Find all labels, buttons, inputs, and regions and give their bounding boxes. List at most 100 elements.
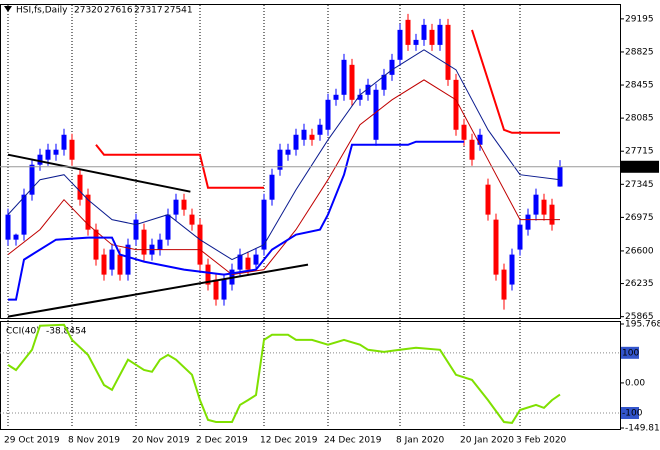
candle-body (293, 134, 299, 150)
candle-body (101, 254, 107, 275)
candle-body (85, 194, 91, 230)
candle-body (213, 279, 219, 300)
candle-body (53, 149, 59, 155)
candle-body (333, 94, 339, 100)
candle-body (373, 89, 379, 140)
candle-body (109, 249, 115, 270)
candle-body (493, 219, 499, 275)
candle-body (189, 214, 195, 225)
candle-body (469, 139, 475, 160)
y-tick-label: 25865 (625, 312, 654, 322)
x-tick-label: 3 Feb 2020 (516, 436, 567, 446)
main-panel (0, 4, 621, 319)
x-tick-label: 20 Nov 2019 (132, 436, 190, 446)
y-tick-label: 28825 (625, 47, 654, 57)
y-tick-label: 195.7682 (625, 320, 660, 330)
candle-body (429, 29, 435, 45)
x-tick-label: 29 Oct 2019 (4, 436, 60, 446)
candle-body (341, 59, 347, 95)
candle-body (21, 194, 27, 235)
x-tick-label: 20 Jan 2020 (460, 436, 514, 446)
candle-body (117, 254, 123, 275)
candle-body (485, 184, 491, 215)
candle-body (541, 199, 547, 215)
candle-body (501, 269, 507, 300)
candle-body (197, 224, 203, 265)
candle-body (285, 149, 291, 155)
x-tick-label: 8 Jan 2020 (396, 436, 444, 446)
level-box (621, 346, 639, 359)
candle-body (301, 129, 307, 140)
candle-body (389, 59, 395, 75)
indicator-line (7, 79, 560, 276)
y-tick-label: 100 (622, 348, 639, 358)
candle-body (93, 229, 99, 260)
candle-body (221, 279, 227, 300)
candle-body (261, 199, 267, 250)
y-tick-label: 26975 (625, 213, 654, 223)
y-tick-label: 26600 (625, 246, 654, 256)
high-value: 27616 (104, 6, 133, 16)
open-value: 27320 (74, 6, 103, 16)
indicator-line (7, 153, 191, 193)
candle-body (461, 124, 467, 140)
candle-body (437, 24, 443, 45)
candle-body (421, 24, 427, 40)
candle-body (413, 39, 419, 45)
candle-body (157, 239, 163, 250)
y-tick-label: 28455 (625, 81, 654, 91)
candle-body (405, 19, 411, 45)
x-tick-label: 12 Dec 2019 (260, 436, 318, 446)
y-tick-label: 27345 (625, 180, 654, 190)
candle-body (29, 164, 35, 195)
candle-body (549, 204, 555, 225)
y-tick-label: -100 (622, 409, 643, 419)
candle-body (533, 194, 539, 215)
price-label: 27541 (625, 162, 654, 172)
candle-body (205, 264, 211, 285)
candle-body (365, 84, 371, 95)
candle-body (245, 257, 251, 270)
candle-body (397, 29, 403, 60)
y-tick-label: 0.00 (625, 378, 645, 388)
x-tick-label: 2 Dec 2019 (196, 436, 248, 446)
indicator-line (7, 263, 309, 318)
candle-body (69, 139, 75, 160)
y-tick-label: 29195 (625, 14, 654, 24)
candle-body (5, 214, 11, 240)
candle-body (357, 94, 363, 100)
candle-body (13, 234, 19, 240)
cci-title: CCI(40) (6, 327, 40, 337)
candle-body (517, 224, 523, 250)
chart-title: HSI,fs,Daily (16, 6, 68, 16)
price-box (621, 160, 659, 173)
candle-body (445, 24, 451, 80)
candle-body (165, 214, 171, 240)
candle-body (325, 99, 331, 130)
candle-body (317, 124, 323, 135)
candle-body (381, 74, 387, 90)
candle-body (349, 64, 355, 100)
low-value: 27317 (134, 6, 163, 16)
candle-body (509, 254, 515, 285)
cci-value: -38.8454 (46, 327, 87, 337)
candle-body (181, 199, 187, 210)
candle-body (477, 134, 483, 145)
y-tick-label: 26235 (625, 279, 654, 289)
candle-body (125, 244, 131, 275)
cci-panel (0, 321, 621, 430)
candle-body (77, 174, 83, 200)
candle-body (525, 214, 531, 230)
x-tick-label: 8 Nov 2019 (68, 436, 120, 446)
candle-body (45, 149, 51, 160)
candle-body (269, 174, 275, 200)
candle-body (277, 149, 283, 170)
candle-body (253, 254, 259, 265)
indicator-line (8, 140, 464, 301)
indicator-line (7, 49, 561, 261)
candle-body (557, 166, 563, 187)
x-tick-label: 24 Dec 2019 (324, 436, 382, 446)
y-tick-label: -149.813 (625, 424, 660, 434)
